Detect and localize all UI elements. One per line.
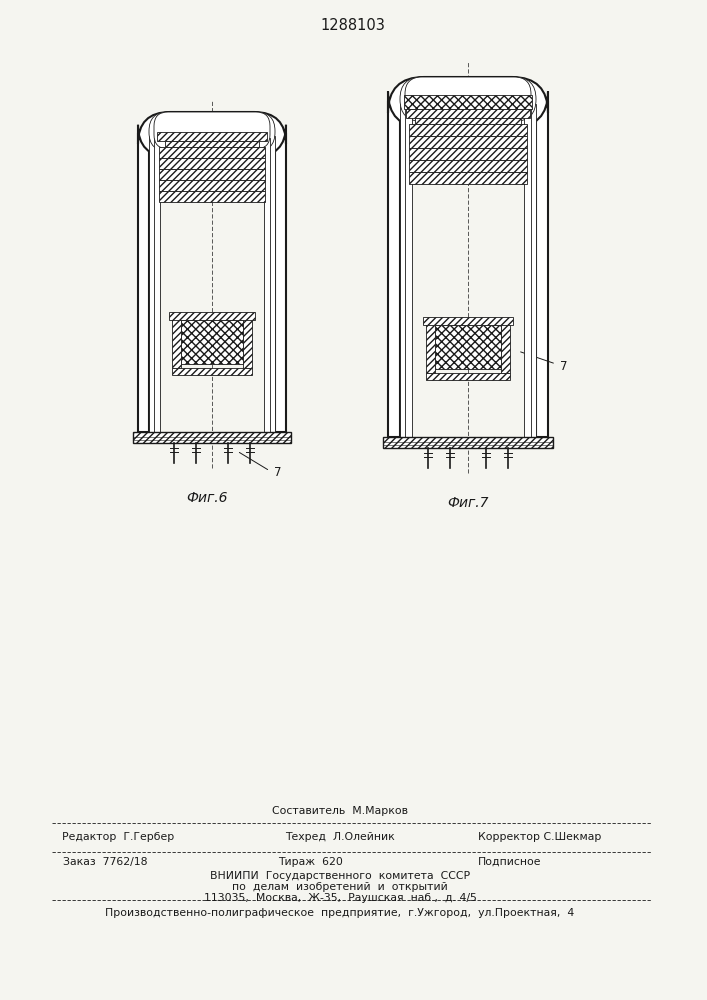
Text: 1288103: 1288103 — [320, 17, 385, 32]
Text: 7: 7 — [560, 360, 568, 372]
Bar — [172, 368, 252, 375]
Bar — [409, 124, 527, 136]
Bar — [267, 136, 275, 432]
Text: 7: 7 — [274, 466, 281, 480]
Bar — [400, 104, 409, 437]
Bar — [423, 317, 513, 325]
Bar — [405, 106, 412, 437]
FancyBboxPatch shape — [149, 112, 275, 151]
Bar — [409, 172, 527, 184]
Bar — [388, 102, 400, 437]
Bar — [149, 136, 157, 432]
Bar — [154, 138, 160, 432]
FancyBboxPatch shape — [154, 112, 270, 149]
Text: Корректор С.Шекмар: Корректор С.Шекмар — [479, 832, 602, 842]
Text: Тираж  620: Тираж 620 — [278, 857, 342, 867]
Text: Фиг.6: Фиг.6 — [186, 491, 228, 505]
Bar — [159, 191, 265, 202]
Bar — [383, 437, 553, 448]
Bar — [159, 169, 265, 180]
Bar — [409, 148, 527, 160]
Bar — [426, 321, 435, 373]
Bar — [406, 109, 530, 118]
Bar — [275, 134, 286, 432]
Bar — [536, 102, 548, 437]
Bar — [169, 312, 255, 320]
Text: Техред  Л.Олейник: Техред Л.Олейник — [285, 832, 395, 842]
Bar — [159, 180, 265, 191]
FancyBboxPatch shape — [388, 77, 548, 127]
Bar — [133, 432, 291, 443]
Text: 113035,  Москва,  Ж-35,  Раушская  наб.,  д. 4/5: 113035, Москва, Ж-35, Раушская наб., д. … — [204, 893, 477, 903]
Bar — [409, 136, 527, 148]
Bar — [501, 321, 510, 373]
Bar — [264, 138, 270, 432]
Text: Фиг.7: Фиг.7 — [448, 496, 489, 510]
Bar — [415, 118, 521, 124]
Text: по  делам  изобретений  и  открытий: по делам изобретений и открытий — [232, 882, 448, 892]
FancyBboxPatch shape — [400, 77, 536, 121]
FancyBboxPatch shape — [138, 112, 286, 157]
Bar — [181, 320, 243, 364]
Text: Производственно-полиграфическое  предприятие,  г.Ужгород,  ул.Проектная,  4: Производственно-полиграфическое предприя… — [105, 908, 575, 918]
FancyBboxPatch shape — [405, 77, 531, 119]
Bar — [157, 132, 267, 141]
Text: Заказ  7762/18: Заказ 7762/18 — [63, 857, 147, 867]
Bar — [165, 141, 259, 147]
Bar — [243, 316, 252, 368]
Text: Подписное: Подписное — [478, 857, 542, 867]
Bar — [159, 158, 265, 169]
Bar — [404, 95, 532, 109]
Bar — [426, 373, 510, 380]
Bar — [524, 106, 531, 437]
Bar — [159, 147, 265, 158]
Bar — [172, 316, 181, 368]
Text: Составитель  М.Марков: Составитель М.Марков — [272, 806, 408, 816]
Bar — [527, 104, 536, 437]
Bar — [138, 134, 149, 432]
Text: ВНИИПИ  Государственного  комитета  СССР: ВНИИПИ Государственного комитета СССР — [210, 871, 470, 881]
Text: Редактор  Г.Гербер: Редактор Г.Гербер — [62, 832, 174, 842]
Bar — [409, 160, 527, 172]
Bar — [435, 325, 501, 369]
